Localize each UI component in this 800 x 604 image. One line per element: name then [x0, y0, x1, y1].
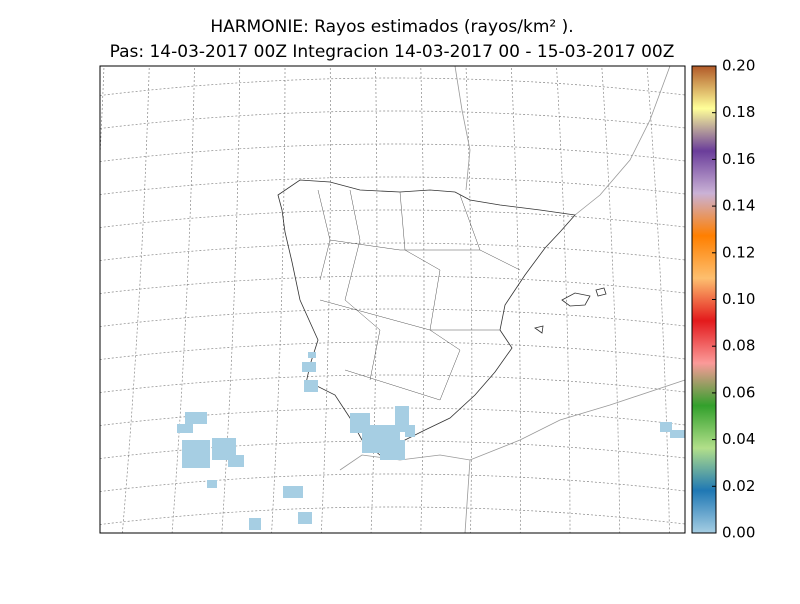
- coast-france: [454, 66, 671, 216]
- colorbar-tick-label: 0.10: [722, 290, 755, 308]
- map: [100, 66, 685, 533]
- colorbar-tick-label: 0.16: [722, 150, 755, 168]
- colorbar-tick-label: 0.02: [722, 477, 755, 495]
- colorbar-tick-label: 0.14: [722, 197, 755, 215]
- graticule: [100, 66, 685, 533]
- colorbar-tick-label: 0.06: [722, 383, 755, 401]
- balearics: [534, 287, 607, 334]
- colorbar-tick-label: 0.00: [722, 524, 755, 542]
- iberia-outline: [277, 179, 576, 456]
- colorbar: 0.00 0.02 0.04 0.06 0.08 0.10 0.12 0.14 0.16 0.18…: [691, 57, 755, 542]
- map-frame: [99, 65, 686, 534]
- colorbar-tick-label: 0.20: [722, 57, 755, 75]
- colorbar-tick-label: 0.12: [722, 243, 755, 261]
- title: HARMONIE: Rayos estimados (rayos/km² ).: [210, 17, 573, 37]
- subtitle: Pas: 14-03-2017 00Z Integracion 14-03-20…: [110, 42, 675, 62]
- provinces: [317, 189, 521, 401]
- colorbar-tick-label: 0.18: [722, 103, 755, 121]
- colorbar-tick-label: 0.04: [722, 430, 755, 448]
- colorbar-tick-label: 0.08: [722, 337, 755, 355]
- lightning-patches: [177, 352, 685, 530]
